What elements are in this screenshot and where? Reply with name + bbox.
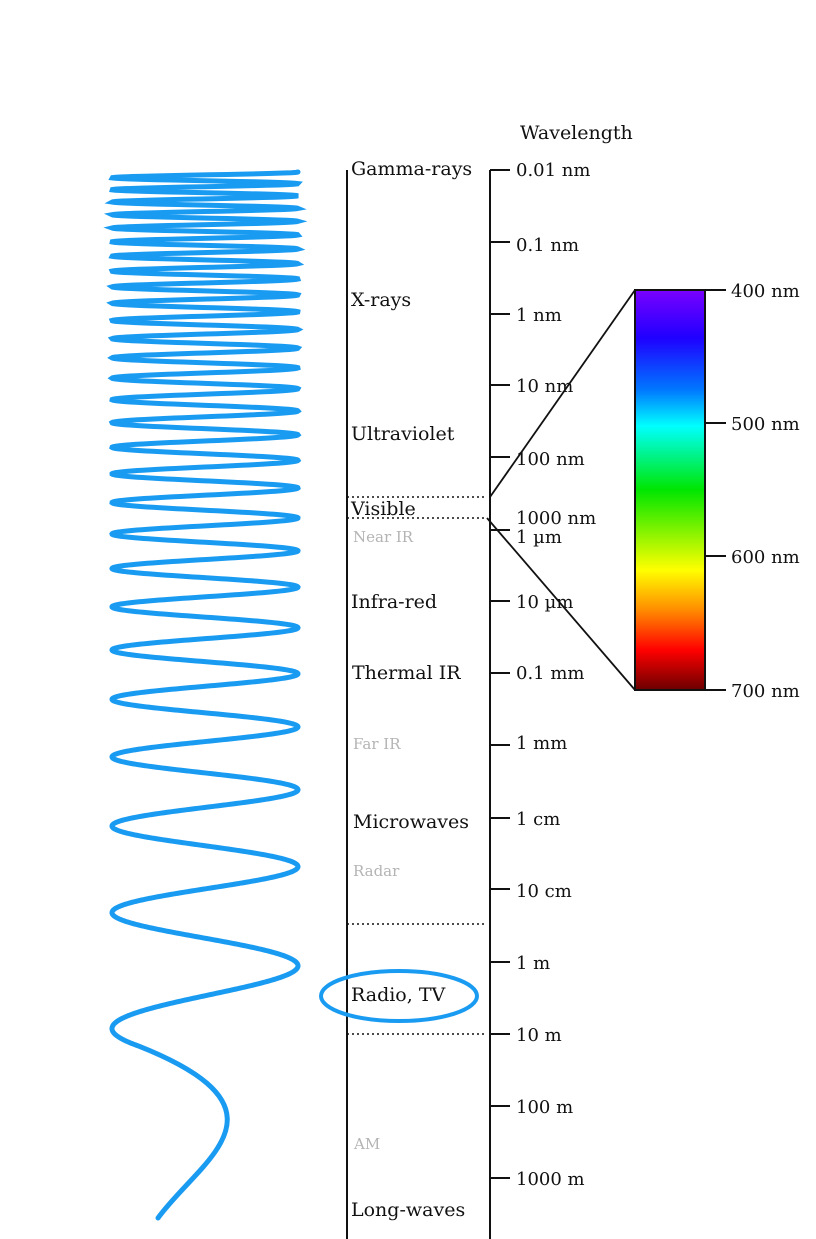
band-label-thermal-ir: Thermal IR xyxy=(352,662,461,684)
band-label-radar: Radar xyxy=(353,862,400,880)
spectrum-tick-label-600-nm: 600 nm xyxy=(731,547,800,568)
tick-label-100-nm: 100 nm xyxy=(516,449,585,470)
band-label-long-waves: Long-waves xyxy=(351,1199,465,1221)
zoom-line-bottom xyxy=(486,517,636,691)
band-label-far-ir: Far IR xyxy=(353,735,401,753)
tick-label-100-m: 100 m xyxy=(516,1097,573,1118)
tick-label-0-01-nm: 0.01 nm xyxy=(516,160,590,181)
band-label-microwaves: Microwaves xyxy=(353,811,469,833)
band-label-radio-tv: Radio, TV xyxy=(351,984,445,1006)
spectrum-tick-label-400-nm: 400 nm xyxy=(731,281,800,302)
tick-label-10-nm: 10 nm xyxy=(516,376,573,397)
band-label-ultraviolet: Ultraviolet xyxy=(351,423,455,445)
band-label-am: AM xyxy=(353,1135,380,1153)
tick-label-0-1-mm: 0.1 mm xyxy=(516,663,584,684)
band-label-infra-red: Infra-red xyxy=(351,591,437,613)
tick-label-1000-nm: 1000 nm xyxy=(516,508,596,529)
band-label-x-rays: X-rays xyxy=(351,289,411,311)
band-label-gamma-rays: Gamma-rays xyxy=(351,158,472,180)
tick-label-1-mm: 1 mm xyxy=(516,733,567,754)
visible-spectrum-bar xyxy=(634,289,706,691)
tick-label-1-um: 1 µm xyxy=(516,527,562,548)
spectrum-tick-label-700-nm: 700 nm xyxy=(731,681,800,702)
zoom-line-top xyxy=(489,289,636,498)
wave-illustration xyxy=(103,169,308,1221)
tick-label-1-cm: 1 cm xyxy=(516,809,560,830)
radio-tv-highlight-ellipse xyxy=(319,969,479,1023)
axis-title: Wavelength xyxy=(520,122,633,144)
tick-label-1-nm: 1 nm xyxy=(516,305,562,326)
tick-label-10-m: 10 m xyxy=(516,1025,562,1046)
tick-label-1000-m: 1000 m xyxy=(516,1169,585,1190)
spectrum-tick-marks xyxy=(706,289,726,691)
wavelength-tick-marks xyxy=(490,169,510,1179)
band-label-visible: Visible xyxy=(350,498,416,520)
tick-label-1-m: 1 m xyxy=(516,953,550,974)
spectrum-tick-label-500-nm: 500 nm xyxy=(731,414,800,435)
tick-label-10-um: 10 µm xyxy=(516,592,573,613)
tick-label-10-cm: 10 cm xyxy=(516,881,572,902)
tick-label-0-1-nm: 0.1 nm xyxy=(516,235,579,256)
band-label-near-ir: Near IR xyxy=(353,528,414,546)
